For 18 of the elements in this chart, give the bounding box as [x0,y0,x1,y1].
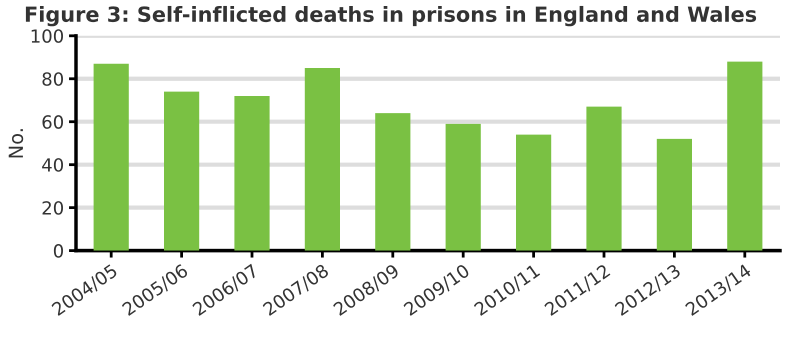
bar [234,96,270,251]
y-tick-label: 20 [42,201,63,215]
y-tick-label: 100 [32,29,63,43]
bar [164,92,200,251]
bar [94,64,129,251]
y-tick-label: 80 [42,72,63,86]
y-axis-title: No. [8,129,24,158]
y-tick-label: 40 [42,158,63,172]
bar [516,134,552,251]
bar [727,62,762,251]
bar [304,68,340,251]
bar [586,106,622,251]
chart-title: Figure 3: Self-inflicted deaths in prisons in England and Wales [26,6,756,26]
bar [656,138,692,251]
bar [446,124,481,251]
bar [375,113,410,251]
y-tick-label: 0 [54,244,63,258]
y-tick-label: 60 [42,115,63,129]
